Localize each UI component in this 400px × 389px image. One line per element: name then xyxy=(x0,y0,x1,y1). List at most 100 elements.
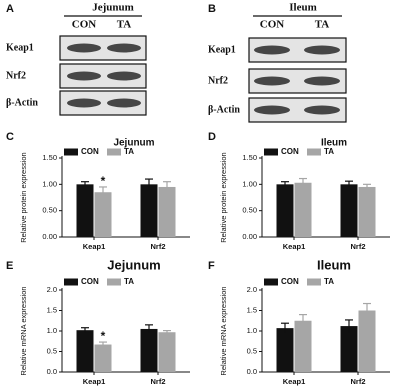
legend-label: TA xyxy=(324,147,334,156)
y-tick-label: 0.0 xyxy=(247,367,257,376)
x-tick-label: Nrf2 xyxy=(350,242,365,251)
y-tick-label: 1.00 xyxy=(242,179,257,188)
y-tick-label: 1.50 xyxy=(242,153,257,162)
legend-swatch xyxy=(264,278,278,286)
bar xyxy=(94,192,112,237)
legend-label: CON xyxy=(281,147,299,156)
x-tick-label: Keap1 xyxy=(83,242,106,251)
x-tick-label: Nrf2 xyxy=(350,377,365,386)
bar xyxy=(340,326,358,372)
y-tick-label: 0.5 xyxy=(47,346,57,355)
bar xyxy=(276,328,294,372)
y-tick-label: 0.00 xyxy=(242,232,257,241)
bar xyxy=(340,184,358,237)
y-axis-label: Relative protein expression xyxy=(219,152,228,242)
legend-swatch xyxy=(64,148,78,156)
blot-band xyxy=(254,45,290,55)
y-tick-label: 1.5 xyxy=(47,305,57,314)
y-axis-label: Relative mRNA expression xyxy=(219,286,228,375)
x-tick-label: Keap1 xyxy=(83,377,106,386)
blot-band xyxy=(67,71,101,81)
lane-label: CON xyxy=(72,19,97,31)
blot-title: Jejunum xyxy=(92,2,134,14)
legend-swatch xyxy=(307,278,321,286)
legend-label: TA xyxy=(124,147,134,156)
y-tick-label: 1.50 xyxy=(42,153,57,162)
blot-band xyxy=(254,105,290,115)
legend-swatch xyxy=(107,148,121,156)
y-tick-label: 0.50 xyxy=(242,206,257,215)
blot-band xyxy=(107,43,141,53)
panel-label: B xyxy=(208,3,216,15)
bar xyxy=(158,186,176,237)
x-tick-label: Nrf2 xyxy=(150,377,165,386)
y-tick-label: 2.0 xyxy=(47,285,57,294)
y-axis-label: Relative protein expression xyxy=(19,152,28,242)
x-tick-label: Keap1 xyxy=(283,242,306,251)
row-label: Keap1 xyxy=(208,44,236,55)
legend-swatch xyxy=(264,148,278,156)
bar xyxy=(294,320,312,372)
bar xyxy=(140,328,158,372)
blot-band xyxy=(304,76,340,86)
y-tick-label: 1.5 xyxy=(247,305,257,314)
panel-label: C xyxy=(6,131,14,143)
chart-title: Ileum xyxy=(321,138,347,149)
bar xyxy=(276,184,294,237)
legend-swatch xyxy=(307,148,321,156)
bar xyxy=(76,330,94,372)
row-label: β-Actin xyxy=(208,104,240,115)
blot-band xyxy=(254,76,290,86)
blot-band xyxy=(67,98,101,108)
legend-label: TA xyxy=(124,277,134,286)
blot-band xyxy=(107,98,141,108)
legend-label: CON xyxy=(81,277,99,286)
bar xyxy=(158,332,176,372)
row-label: β-Actin xyxy=(6,97,38,108)
blot-band xyxy=(67,43,101,53)
bar xyxy=(358,186,376,237)
panel-label: F xyxy=(208,260,215,272)
row-label: Nrf2 xyxy=(6,70,26,81)
y-tick-label: 0.00 xyxy=(42,232,57,241)
bar xyxy=(140,184,158,237)
significance-mark: * xyxy=(101,329,106,343)
legend-swatch xyxy=(107,278,121,286)
y-tick-label: 0.50 xyxy=(42,206,57,215)
y-tick-label: 1.0 xyxy=(247,326,257,335)
legend-swatch xyxy=(64,278,78,286)
chart-title: Jejunum xyxy=(113,138,154,149)
panel-label: E xyxy=(6,260,13,272)
chart-title: Jejunum xyxy=(107,257,160,272)
legend-label: TA xyxy=(324,277,334,286)
x-tick-label: Nrf2 xyxy=(150,242,165,251)
blot-band xyxy=(107,71,141,81)
row-label: Keap1 xyxy=(6,42,34,53)
y-tick-label: 0.0 xyxy=(47,367,57,376)
x-tick-label: Keap1 xyxy=(283,377,306,386)
bar xyxy=(358,310,376,372)
lane-label: CON xyxy=(260,19,285,31)
lane-label: TA xyxy=(117,19,132,31)
bar xyxy=(294,182,312,237)
panel-label: D xyxy=(208,131,216,143)
blot-band xyxy=(304,45,340,55)
blot-band xyxy=(304,105,340,115)
lane-label: TA xyxy=(315,19,330,31)
bar xyxy=(94,344,112,372)
blot-title: Ileum xyxy=(289,2,317,14)
bar xyxy=(76,184,94,237)
y-axis-label: Relative mRNA expression xyxy=(19,286,28,375)
y-tick-label: 1.0 xyxy=(47,326,57,335)
y-tick-label: 2.0 xyxy=(247,285,257,294)
panel-label: A xyxy=(6,3,14,15)
chart-title: Ileum xyxy=(317,257,351,272)
legend-label: CON xyxy=(281,277,299,286)
y-tick-label: 1.00 xyxy=(42,179,57,188)
y-tick-label: 0.5 xyxy=(247,346,257,355)
legend-label: CON xyxy=(81,147,99,156)
significance-mark: * xyxy=(101,174,106,188)
row-label: Nrf2 xyxy=(208,75,228,86)
